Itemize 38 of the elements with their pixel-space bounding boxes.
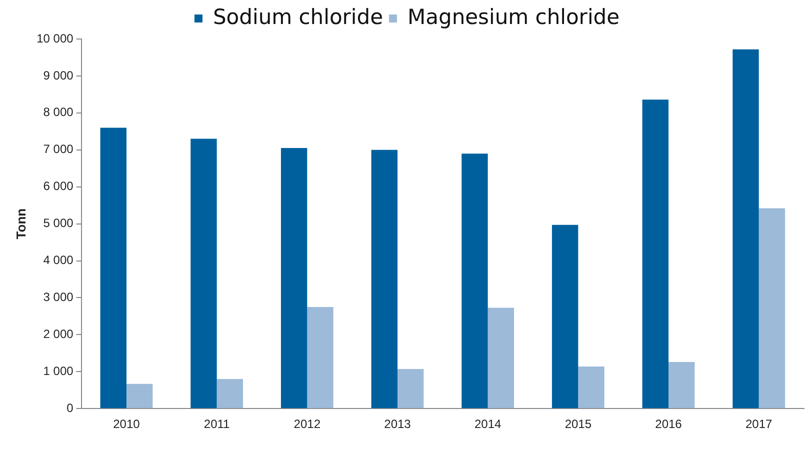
x-tick-label: 2012 — [294, 417, 321, 432]
y-tick-label: 5 000 — [43, 216, 74, 230]
bar — [758, 208, 786, 408]
bar — [190, 138, 217, 408]
bar — [307, 306, 334, 408]
bar — [397, 369, 424, 408]
legend-label: Magnesium chloride — [408, 4, 620, 29]
bar — [371, 150, 398, 408]
bar — [732, 49, 759, 408]
bar — [552, 224, 578, 408]
bar — [126, 384, 153, 408]
y-tick-label: 6 000 — [43, 179, 74, 194]
x-tick-label: 2015 — [564, 417, 592, 432]
y-tick-label: 1 000 — [43, 364, 74, 378]
bar — [216, 379, 244, 408]
bar — [462, 154, 488, 408]
y-axis-title: Tonn — [13, 208, 28, 240]
y-tick-label: 0 — [66, 400, 74, 415]
y-tick-label: 4 000 — [43, 253, 74, 268]
legend-label: Sodium chloride — [212, 4, 384, 29]
y-tick-label: 8 000 — [43, 105, 74, 120]
x-tick-label: 2017 — [745, 417, 772, 432]
bar — [642, 100, 668, 408]
bar — [488, 308, 514, 408]
x-tick-label: 2016 — [655, 417, 682, 432]
bar — [668, 362, 695, 408]
bar — [280, 148, 308, 408]
y-tick-label: 7 000 — [43, 142, 74, 156]
x-tick-label: 2013 — [384, 417, 412, 432]
bar — [100, 128, 126, 408]
y-tick-label: 3 000 — [43, 290, 74, 304]
x-tick-label: 2011 — [204, 417, 230, 432]
y-tick-label: 2 000 — [43, 326, 74, 341]
x-tick-label: 2010 — [113, 417, 140, 432]
bar — [578, 366, 604, 408]
y-tick-label: 10 000 — [36, 31, 74, 46]
x-tick-label: 2014 — [474, 417, 502, 432]
y-tick-label: 9 000 — [43, 68, 74, 82]
